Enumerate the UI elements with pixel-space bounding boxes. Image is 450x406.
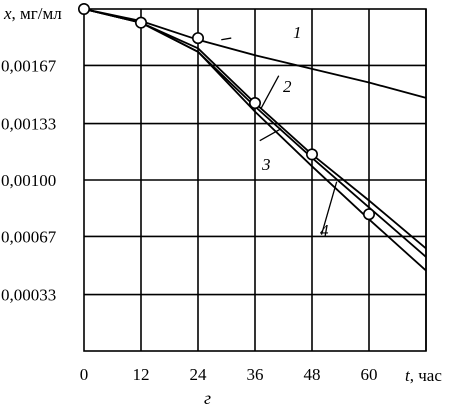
- data-marker-4: [305, 148, 318, 161]
- leader-line-1: [221, 37, 232, 41]
- tick-labels: 0 12 24 36 48 600,000330,000670,001000,001330…: [1, 56, 378, 384]
- y-axis-variable: x: [3, 4, 12, 23]
- series-label-1: 1: [293, 23, 302, 42]
- data-markers: [78, 3, 375, 221]
- x-tick-label-2: 24: [190, 365, 208, 384]
- y-axis-unit: , мг/мл: [12, 4, 63, 23]
- x-tick-label-4: 48: [304, 365, 321, 384]
- x-tick-label-5: 60: [361, 365, 378, 384]
- y-tick-label-0: 0,00033: [1, 286, 56, 305]
- y-tick-label-1: 0,00067: [1, 227, 57, 246]
- x-tick-label-0: 0: [80, 365, 89, 384]
- x-axis-label: t, час: [405, 366, 442, 385]
- leader-line-3: [259, 128, 282, 142]
- x-axis-unit: , час: [410, 366, 443, 385]
- data-marker-5: [362, 208, 375, 221]
- leader-line-2: [260, 75, 280, 109]
- data-marker-1: [135, 16, 148, 29]
- x-tick-label-3: 36: [247, 365, 264, 384]
- leader-line-4: [320, 181, 338, 235]
- series-label-4: 4: [320, 221, 329, 240]
- panel-label: г: [204, 388, 211, 406]
- grid: [83, 8, 427, 352]
- data-marker-3: [249, 97, 262, 110]
- data-marker-2: [192, 32, 205, 45]
- series-leader-lines: [221, 37, 338, 235]
- series-label-3: 3: [261, 155, 271, 174]
- x-tick-label-1: 12: [133, 365, 150, 384]
- data-marker-0: [78, 3, 91, 15]
- y-tick-label-2: 0,00100: [1, 171, 56, 190]
- y-tick-label-3: 0,00133: [1, 115, 56, 134]
- y-axis-label: x, мг/мл: [3, 4, 62, 23]
- x-axis-variable: t: [405, 366, 411, 385]
- series-label-2: 2: [283, 77, 292, 96]
- y-tick-label-4: 0,00167: [1, 56, 57, 75]
